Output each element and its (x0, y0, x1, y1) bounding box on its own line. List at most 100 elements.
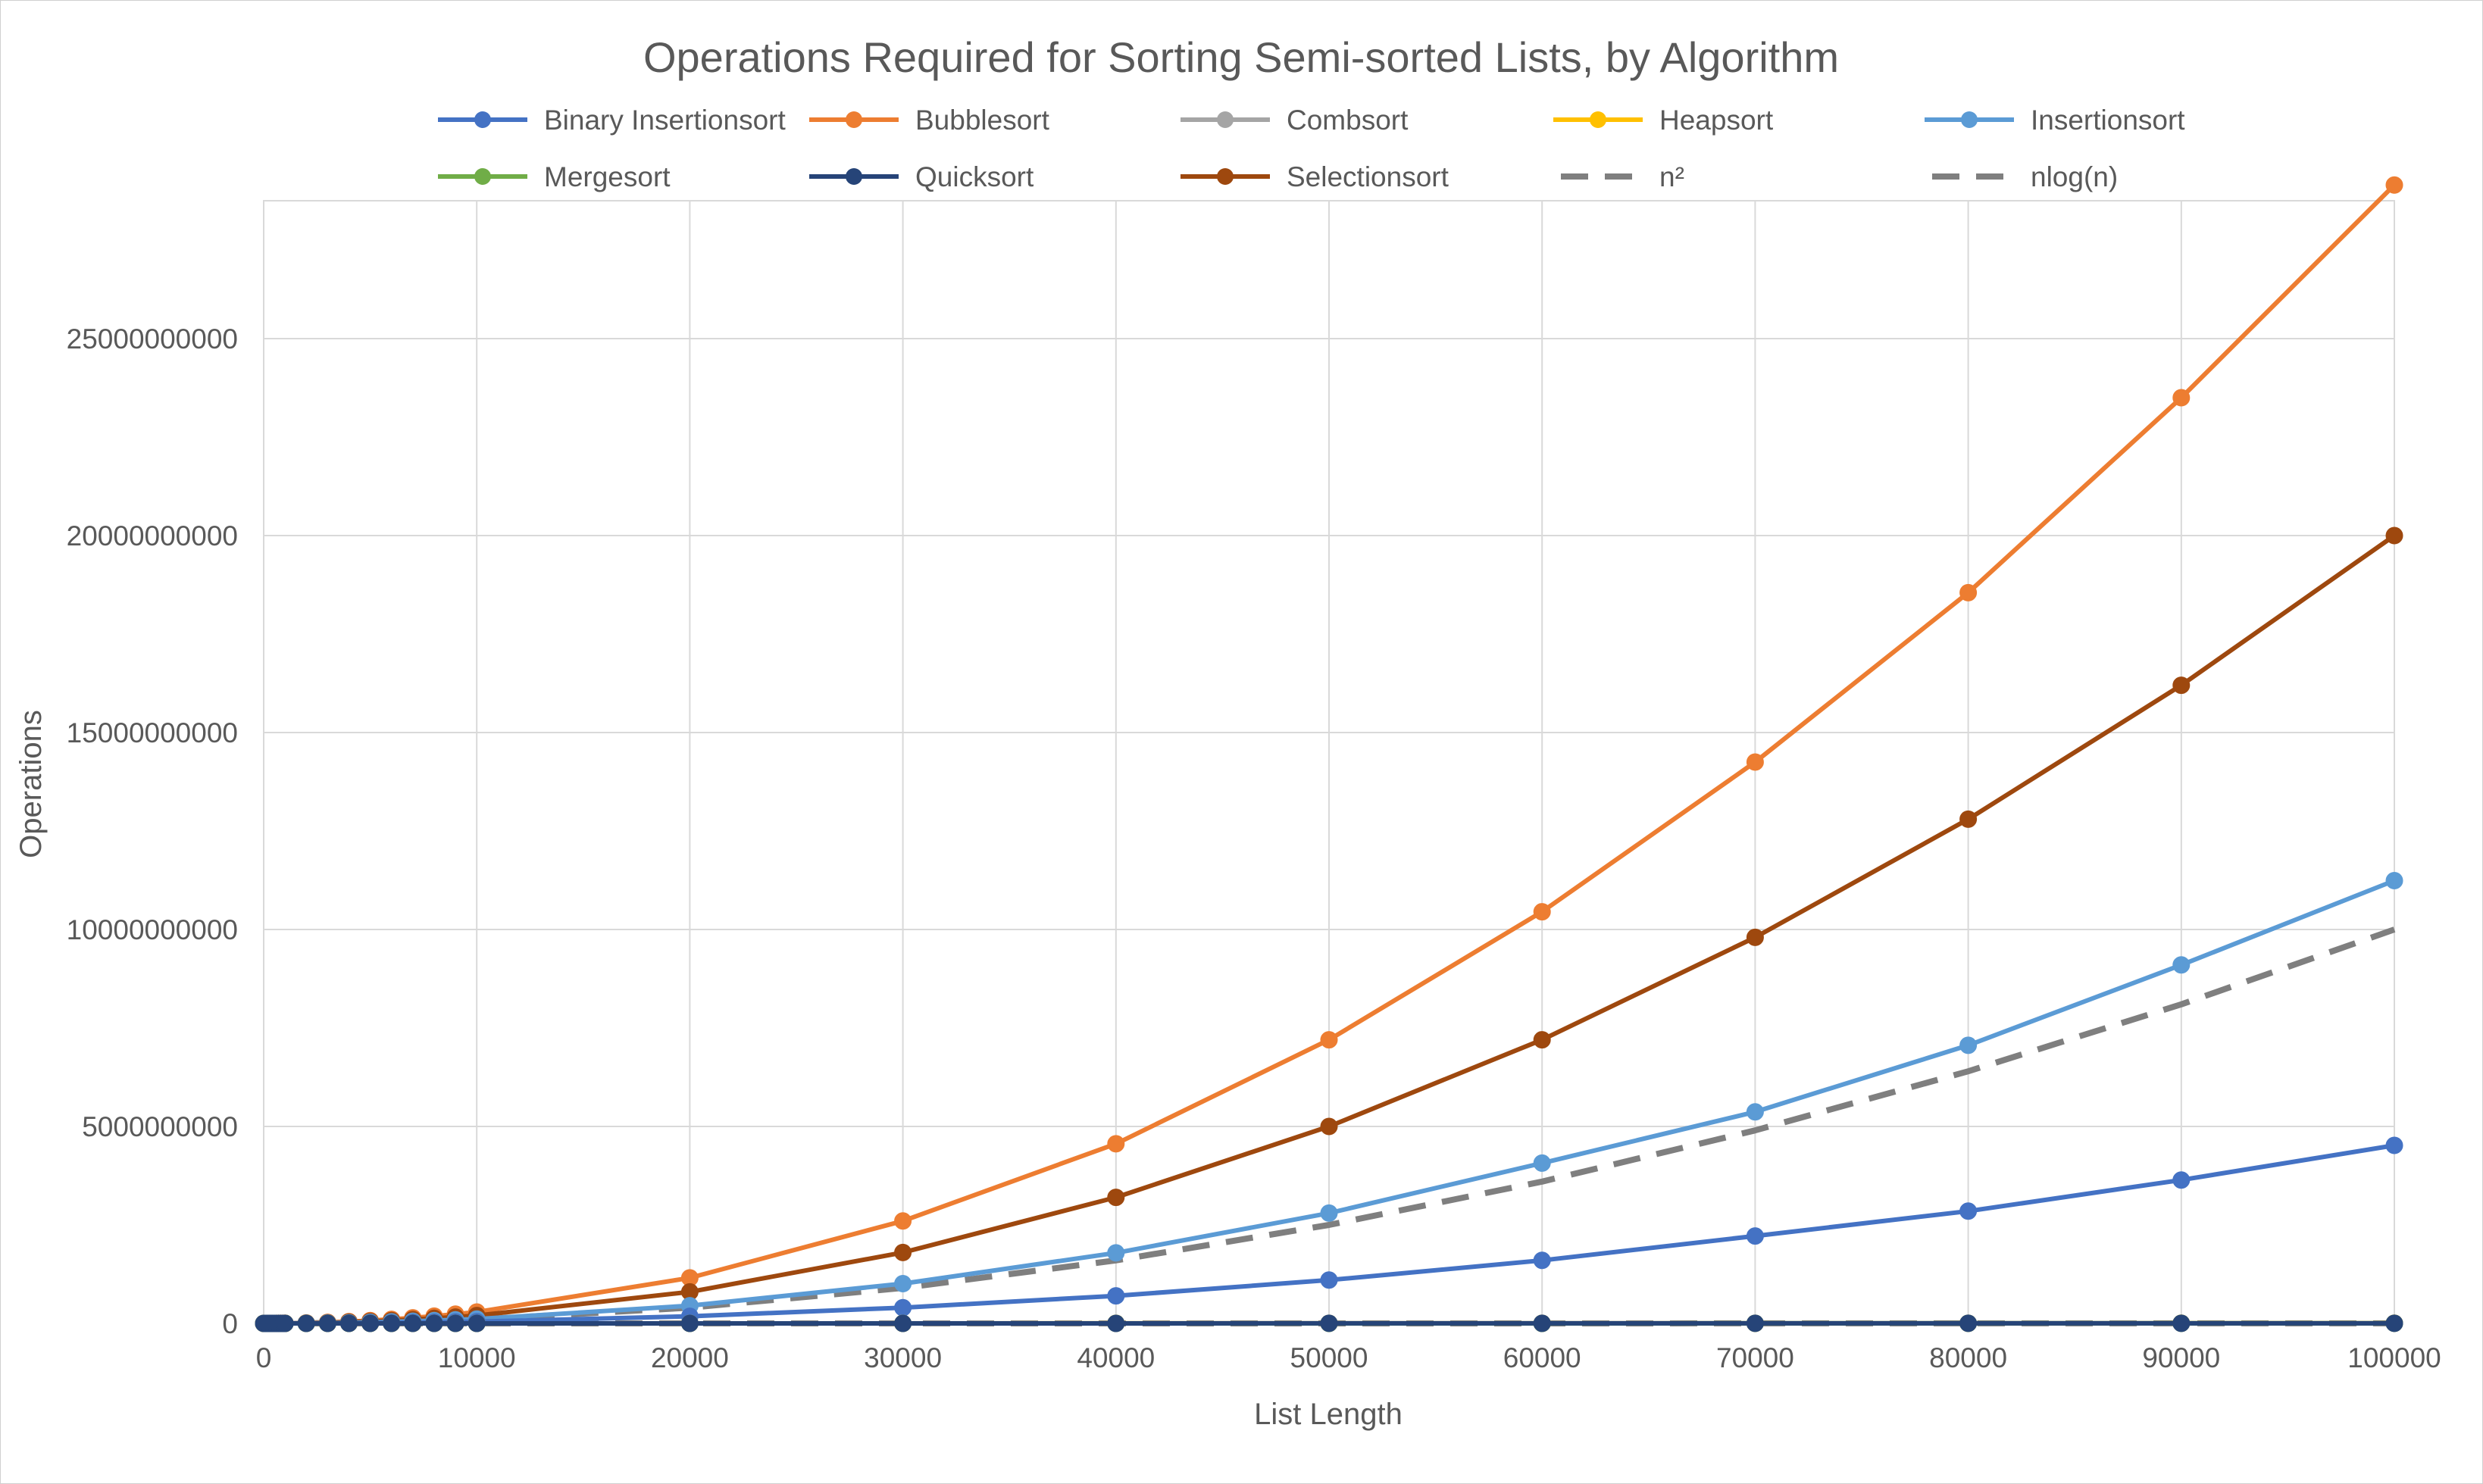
x-tick-label: 60000 (1503, 1342, 1581, 1373)
data-point (1533, 1031, 1551, 1049)
y-tick-label: 25000000000 (67, 323, 238, 355)
data-point (383, 1314, 401, 1332)
data-point (2172, 389, 2191, 407)
data-point (1320, 1031, 1338, 1049)
data-point (2385, 176, 2403, 194)
x-tick-label: 80000 (1929, 1342, 2007, 1373)
data-point (2385, 526, 2403, 545)
data-point (1320, 1204, 1338, 1222)
data-point (1107, 1135, 1125, 1153)
data-point (1320, 1314, 1338, 1332)
chart-title: Operations Required for Sorting Semi-sor… (643, 33, 1839, 81)
data-point (2385, 1136, 2403, 1154)
legend-entry: Insertionsort (1925, 105, 2185, 136)
gridlines (263, 200, 2395, 1324)
data-point (2385, 872, 2403, 889)
data-point (1959, 810, 1978, 828)
data-point (1533, 1314, 1551, 1332)
series-layer (255, 176, 2403, 1332)
legend-label: Quicksort (915, 161, 1034, 192)
legend-label: n² (1659, 161, 1684, 192)
data-point (1107, 1244, 1125, 1262)
y-tick-label: 10000000000 (67, 914, 238, 945)
data-point (894, 1212, 912, 1230)
data-point (1959, 583, 1978, 601)
data-point (894, 1298, 912, 1317)
data-point (2172, 1314, 2191, 1332)
series-7 (255, 1314, 2403, 1332)
x-tick-label: 70000 (1716, 1342, 1794, 1373)
data-point (894, 1243, 912, 1261)
y-tick-label: 20000000000 (67, 520, 238, 551)
data-point (2172, 1171, 2191, 1189)
data-point (1746, 1103, 1764, 1121)
legend-marker (474, 168, 491, 185)
data-point (1959, 1314, 1978, 1332)
data-point (1320, 1271, 1338, 1289)
data-point (894, 1314, 912, 1332)
y-axis-ticks: 0 5000000000 10000000000 15000000000 2000000… (67, 323, 238, 1339)
data-point (276, 1314, 294, 1332)
x-axis-title: List Length (1254, 1398, 1403, 1431)
data-point (446, 1314, 464, 1332)
data-point (297, 1314, 315, 1332)
data-point (361, 1314, 380, 1332)
data-point (1746, 1227, 1764, 1245)
legend-entry: n² (1561, 161, 1684, 192)
legend-label: Heapsort (1659, 105, 1774, 136)
legend-entry: Mergesort (438, 161, 671, 192)
data-point (894, 1275, 912, 1292)
legend-marker (1590, 111, 1606, 128)
legend-label: Bubblesort (915, 105, 1050, 136)
y-tick-label: 15000000000 (67, 717, 238, 748)
legend-marker (846, 111, 862, 128)
data-point (1320, 1117, 1338, 1136)
legend-entry: Bubblesort (809, 105, 1050, 136)
data-point (1533, 1154, 1551, 1172)
legend-label: Binary Insertionsort (544, 105, 786, 136)
y-tick-label: 0 (222, 1308, 238, 1339)
data-point (1746, 928, 1764, 946)
legend-label: Insertionsort (2031, 105, 2185, 136)
data-point (2172, 676, 2191, 695)
legend-entry: Heapsort (1553, 105, 1774, 136)
legend-label: Selectionsort (1287, 161, 1449, 192)
legend-marker (1961, 111, 1978, 128)
legend-entry: nlog(n) (1932, 161, 2118, 192)
legend-entry: Binary Insertionsort (438, 105, 786, 136)
legend-entry: Selectionsort (1181, 161, 1449, 192)
data-point (1959, 1202, 1978, 1220)
data-point (340, 1314, 358, 1332)
data-point (1107, 1287, 1125, 1305)
x-tick-label: 0 (256, 1342, 272, 1373)
data-point (468, 1314, 486, 1332)
legend-entry: Combsort (1181, 105, 1409, 136)
x-tick-label: 30000 (864, 1342, 942, 1373)
data-point (1533, 903, 1551, 921)
x-tick-label: 90000 (2142, 1342, 2220, 1373)
data-point (318, 1314, 336, 1332)
data-point (680, 1314, 699, 1332)
data-point (1746, 753, 1764, 771)
x-tick-label: 10000 (438, 1342, 516, 1373)
legend: Binary Insertionsort Bubblesort Combsort He… (438, 105, 2185, 192)
data-point (2385, 1314, 2403, 1332)
legend-entry: Quicksort (809, 161, 1034, 192)
x-tick-label: 20000 (651, 1342, 729, 1373)
data-point (425, 1314, 443, 1332)
legend-marker (846, 168, 862, 185)
x-tick-label: 50000 (1290, 1342, 1368, 1373)
y-tick-label: 5000000000 (82, 1111, 238, 1142)
data-point (1533, 1251, 1551, 1270)
legend-marker (1217, 111, 1234, 128)
legend-label: nlog(n) (2031, 161, 2118, 192)
legend-marker (1217, 168, 1234, 185)
data-point (404, 1314, 422, 1332)
data-point (1959, 1036, 1978, 1054)
data-point (1107, 1314, 1125, 1332)
data-point (1107, 1189, 1125, 1207)
legend-label: Mergesort (544, 161, 671, 192)
legend-label: Combsort (1287, 105, 1409, 136)
x-tick-label: 100000 (2347, 1342, 2441, 1373)
